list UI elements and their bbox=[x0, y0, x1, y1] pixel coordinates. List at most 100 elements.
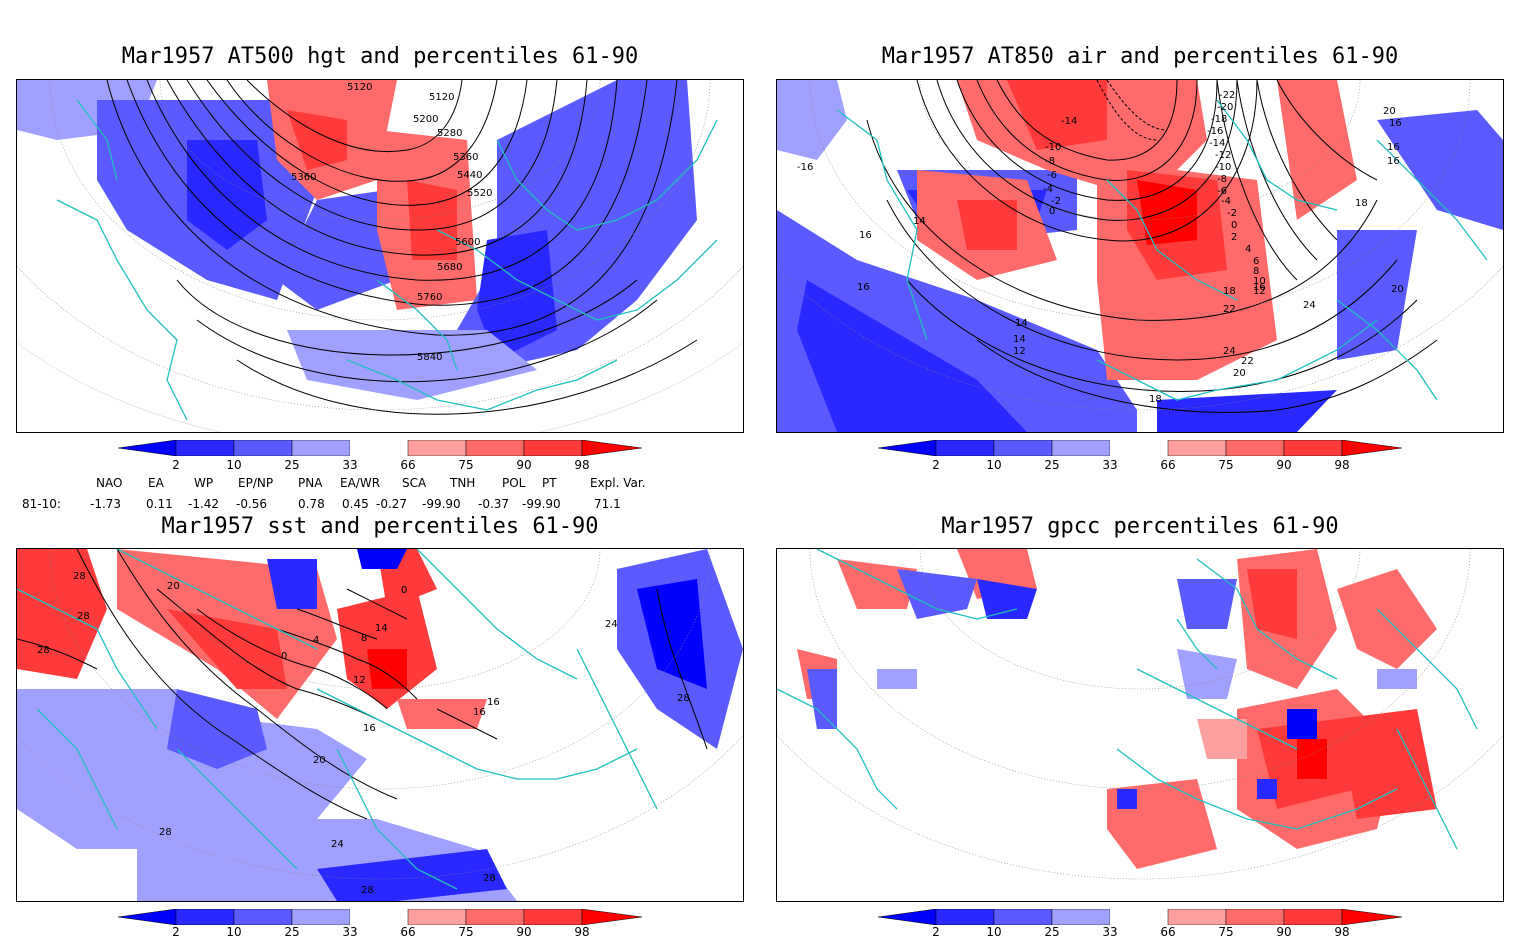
cb-tl-label-1: 10 bbox=[226, 458, 242, 472]
index-header-nao: NAO bbox=[96, 476, 123, 490]
cb-bl-label-2: 25 bbox=[284, 925, 300, 939]
tl-label-5: 5360 bbox=[453, 152, 478, 163]
tr-label-7: -10 bbox=[1045, 142, 1061, 153]
cb-tr-label-6: 90 bbox=[1276, 458, 1292, 472]
index-value-wp: -1.42 bbox=[188, 497, 220, 511]
index-value-epnp: -0.56 bbox=[236, 497, 268, 511]
tr-label-18: 0 bbox=[1231, 220, 1237, 231]
bl-label-11: 16 bbox=[487, 697, 500, 708]
cb-bl-label-0: 2 bbox=[172, 925, 180, 939]
tl-label-10: 5760 bbox=[417, 292, 442, 303]
index-value-pol: -0.37 bbox=[478, 497, 510, 511]
map-panel-at500-hgt: 5120 5120 5200 5280 5360 5360 5440 5520 … bbox=[16, 79, 744, 433]
tl-label-9: 5680 bbox=[437, 262, 462, 273]
bl-label-5: 4 bbox=[313, 635, 319, 646]
colorbar-tl: 2 10 25 33 66 75 90 98 bbox=[117, 439, 643, 474]
tl-label-8: 5600 bbox=[455, 237, 480, 248]
cb-br-label-3: 33 bbox=[1102, 925, 1118, 939]
tr-label-6: -12 bbox=[1215, 150, 1231, 161]
tr-label-21: 6 bbox=[1253, 256, 1259, 267]
cb-br-label-1: 10 bbox=[986, 925, 1002, 939]
cb-tl-label-2: 25 bbox=[284, 458, 300, 472]
tl-blue-c bbox=[187, 140, 267, 250]
panel-title-bl: Mar1957 sst and percentiles 61-90 bbox=[161, 514, 599, 539]
index-header-wp: WP bbox=[194, 476, 214, 490]
colorbar-tl-svg bbox=[117, 439, 643, 457]
index-header-eawr: EA/WR bbox=[340, 476, 381, 490]
colorbar-tr-svg bbox=[877, 439, 1403, 457]
tr-label-4: -14 bbox=[1061, 116, 1077, 127]
tr-label-28: 16 bbox=[857, 282, 870, 293]
colorbar-br-svg bbox=[877, 908, 1403, 926]
cb-bl-label-7: 98 bbox=[574, 925, 590, 939]
tr-label-16: -2 bbox=[1227, 208, 1237, 219]
tr-label-5: -14 bbox=[1209, 138, 1225, 149]
tr-blue-e bbox=[1337, 230, 1417, 360]
tr-label-24: 12 bbox=[1253, 286, 1266, 297]
tr-coastlines bbox=[836, 99, 1488, 401]
tr-blue-d bbox=[1157, 390, 1337, 432]
tl-label-6: 5440 bbox=[457, 170, 482, 181]
tr-label-36: 20 bbox=[1383, 106, 1396, 117]
map-br-svg bbox=[777, 549, 1503, 880]
index-header-tnh: TNH bbox=[450, 476, 476, 490]
tl-label-3: 5280 bbox=[437, 128, 462, 139]
map-bl-svg: 28 28 28 20 0 4 8 12 14 16 16 16 20 24 2… bbox=[17, 549, 743, 901]
tr-label-35: 18 bbox=[1149, 394, 1162, 405]
map-panel-at850-air: -22 -20 -18 -16 -14 -14 -12 -10 -10 -8 -… bbox=[776, 79, 1504, 433]
cb-tr-label-4: 66 bbox=[1160, 458, 1176, 472]
cb-br-label-6: 90 bbox=[1276, 925, 1292, 939]
tr-label-9: -8 bbox=[1045, 156, 1055, 167]
tr-label-17: 0 bbox=[1049, 206, 1055, 217]
tr-label-14: -4 bbox=[1221, 196, 1231, 207]
tr-label-8: -10 bbox=[1215, 162, 1231, 173]
tr-red-b bbox=[1007, 80, 1107, 150]
tr-label-25: 14 bbox=[913, 216, 926, 227]
index-value-ea: 0.11 bbox=[146, 497, 173, 511]
tl-blue-f bbox=[477, 230, 557, 360]
cb-br-label-7: 98 bbox=[1334, 925, 1350, 939]
bl-graticule bbox=[17, 549, 743, 880]
tr-label-37: 20 bbox=[1391, 284, 1404, 295]
tr-graticule bbox=[777, 80, 1503, 411]
tr-red-d bbox=[957, 200, 1017, 250]
bl-blue-a bbox=[17, 689, 367, 849]
index-value-nao: -1.73 bbox=[90, 497, 122, 511]
index-header-pol: POL bbox=[502, 476, 526, 490]
tr-label-23: 10 bbox=[1253, 276, 1266, 287]
bl-label-8: 14 bbox=[375, 623, 388, 634]
bl-label-2: 28 bbox=[37, 645, 50, 656]
tr-contours bbox=[866, 80, 1438, 413]
bl-red-e bbox=[367, 649, 407, 689]
tr-label-0: -22 bbox=[1219, 90, 1235, 101]
index-header-expl-var: Expl. Var. bbox=[590, 476, 646, 490]
tr-label-30: 16 bbox=[1389, 118, 1402, 129]
tl-blue-g bbox=[287, 330, 537, 400]
cb-tr-label-3: 33 bbox=[1102, 458, 1118, 472]
tr-label-13: -4 bbox=[1043, 184, 1053, 195]
tr-label-2: -18 bbox=[1211, 114, 1227, 125]
bl-blue-g bbox=[267, 559, 317, 609]
tr-blue-f bbox=[1377, 110, 1503, 230]
index-header-pt: PT bbox=[542, 476, 557, 490]
panel-title-tl: Mar1957 AT500 hgt and percentiles 61-90 bbox=[121, 44, 639, 69]
tl-blue-d bbox=[277, 190, 397, 310]
bl-label-7: 12 bbox=[353, 675, 366, 686]
cb-tl-label-4: 66 bbox=[400, 458, 416, 472]
br-precip-patches bbox=[797, 549, 1437, 869]
bl-red-a bbox=[17, 549, 107, 679]
colorbar-br: 2 10 25 33 66 75 90 98 bbox=[877, 908, 1403, 940]
tr-label-40: 22 bbox=[1241, 356, 1254, 367]
tl-graticule bbox=[17, 80, 743, 411]
tr-label-41: 24 bbox=[1303, 300, 1316, 311]
bl-label-13: 24 bbox=[331, 839, 344, 850]
cb-tr-label-5: 75 bbox=[1218, 458, 1234, 472]
cb-bl-label-3: 33 bbox=[342, 925, 358, 939]
tl-label-4: 5360 bbox=[291, 172, 316, 183]
bl-label-17: 28 bbox=[483, 873, 496, 884]
tr-label-39: 22 bbox=[1223, 304, 1236, 315]
cb-br-label-5: 75 bbox=[1218, 925, 1234, 939]
bl-label-19: 0 bbox=[401, 585, 407, 596]
bl-coastlines bbox=[17, 549, 658, 890]
tl-label-2: 5200 bbox=[413, 114, 438, 125]
